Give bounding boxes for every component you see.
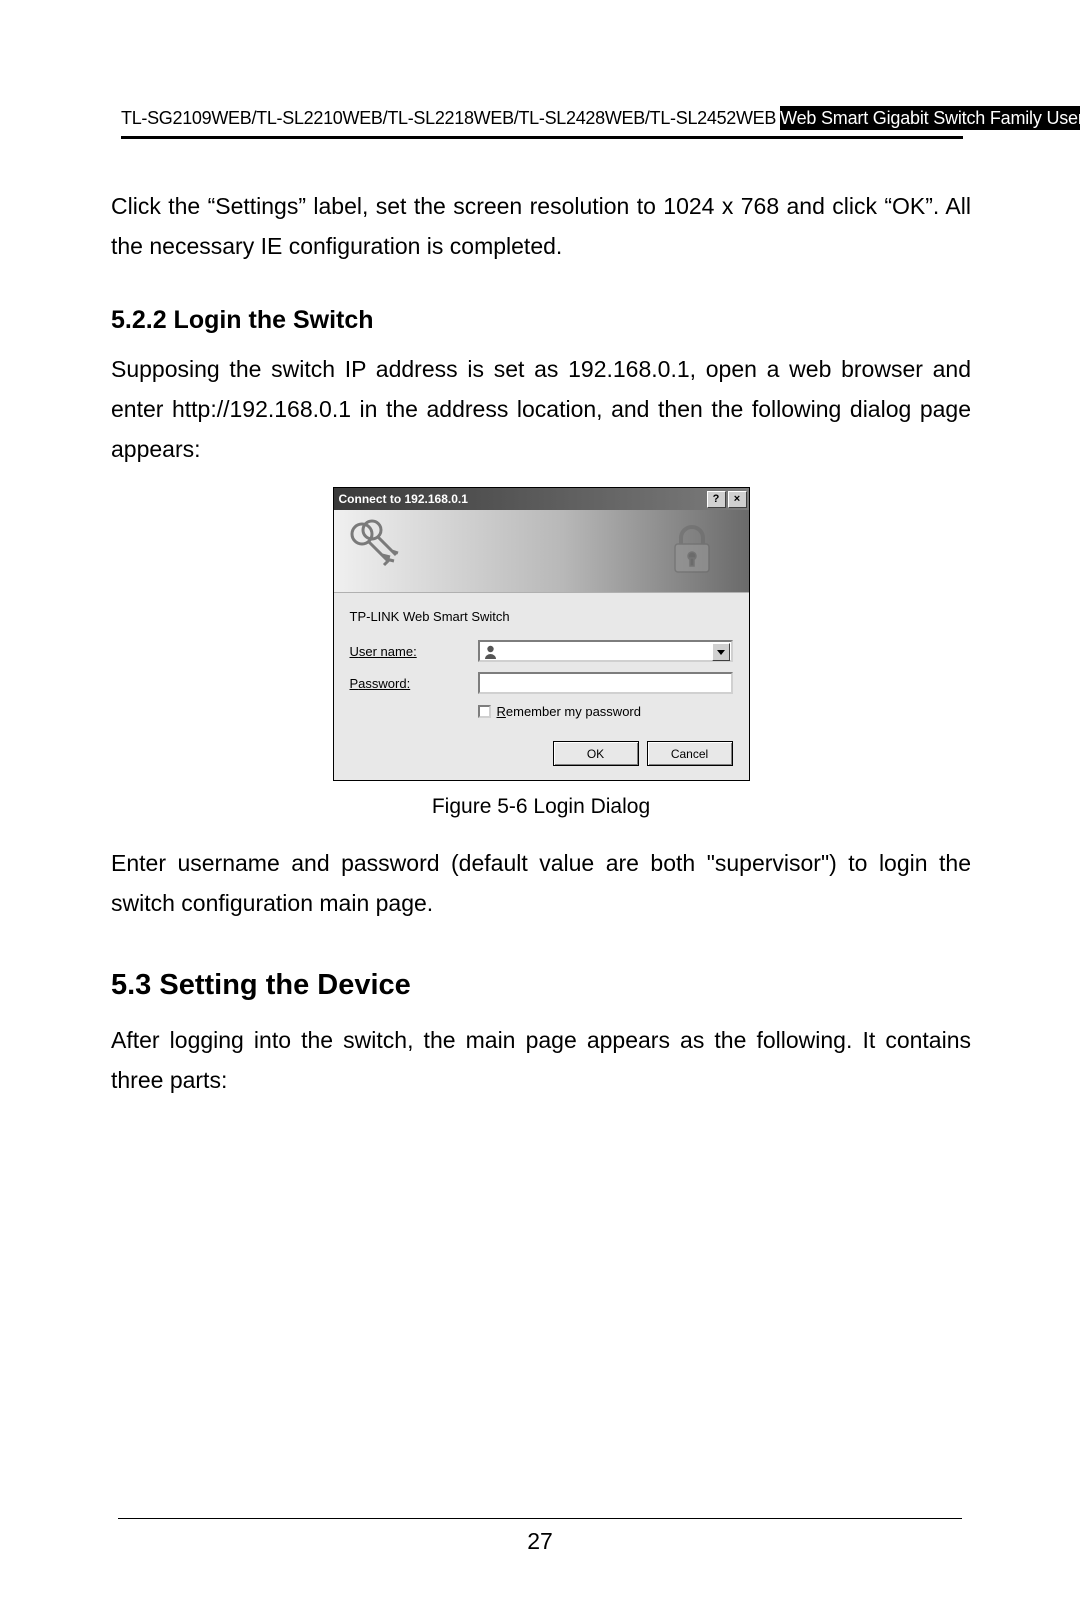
keys-icon [342, 516, 406, 580]
page-number: 27 [0, 1528, 1080, 1555]
dialog-title-text: Connect to 192.168.0.1 [339, 492, 705, 506]
page: TL-SG2109WEB/TL-SL2210WEB/TL-SL2218WEB/T… [0, 0, 1080, 1619]
lock-icon [669, 520, 715, 576]
header-guide-title: Web Smart Gigabit Switch Family User's G… [780, 106, 1080, 130]
paragraph-enter-credentials: Enter username and password (default val… [111, 843, 971, 923]
username-dropdown-button[interactable] [712, 643, 730, 661]
password-input[interactable] [478, 672, 733, 694]
login-dialog: Connect to 192.168.0.1 ? × [333, 487, 750, 781]
cancel-button[interactable]: Cancel [647, 741, 733, 766]
paragraph-settings-note: Click the “Settings” label, set the scre… [111, 186, 971, 266]
remember-checkbox[interactable] [478, 705, 491, 718]
dialog-titlebar: Connect to 192.168.0.1 ? × [334, 488, 749, 510]
paragraph-after-login: After logging into the switch, the main … [111, 1020, 971, 1100]
paragraph-open-browser: Supposing the switch IP address is set a… [111, 349, 971, 469]
user-head-icon [483, 644, 498, 659]
heading-5-2-2: 5.2.2 Login the Switch [111, 306, 971, 335]
dialog-body: TP-LINK Web Smart Switch User name: [334, 593, 749, 780]
password-row: Password: [350, 672, 733, 694]
figure-caption: Figure 5-6 Login Dialog [111, 795, 971, 819]
remember-row: Remember my password [478, 704, 733, 719]
remember-label-rest: emember my password [506, 704, 641, 719]
username-combo[interactable] [478, 640, 733, 662]
username-row: User name: [350, 640, 733, 662]
titlebar-help-button[interactable]: ? [707, 491, 726, 508]
footer-rule [118, 1518, 962, 1519]
header-models: TL-SG2109WEB/TL-SL2210WEB/TL-SL2218WEB/T… [121, 106, 780, 130]
dialog-button-row: OK Cancel [350, 741, 733, 766]
password-label-rest: assword: [358, 676, 410, 691]
dialog-graphic-banner [334, 510, 749, 593]
username-label-rest: ser name: [359, 644, 417, 659]
login-dialog-figure: Connect to 192.168.0.1 ? × [111, 487, 971, 781]
heading-5-3: 5.3 Setting the Device [111, 969, 971, 1002]
header-banner: TL-SG2109WEB/TL-SL2210WEB/TL-SL2218WEB/T… [121, 106, 963, 139]
ok-button[interactable]: OK [553, 741, 639, 766]
dialog-realm-text: TP-LINK Web Smart Switch [350, 609, 733, 624]
password-label: Password: [350, 676, 478, 691]
titlebar-close-button[interactable]: × [728, 491, 747, 508]
remember-label: Remember my password [497, 704, 642, 719]
username-label: User name: [350, 644, 478, 659]
content: Click the “Settings” label, set the scre… [111, 186, 971, 1114]
